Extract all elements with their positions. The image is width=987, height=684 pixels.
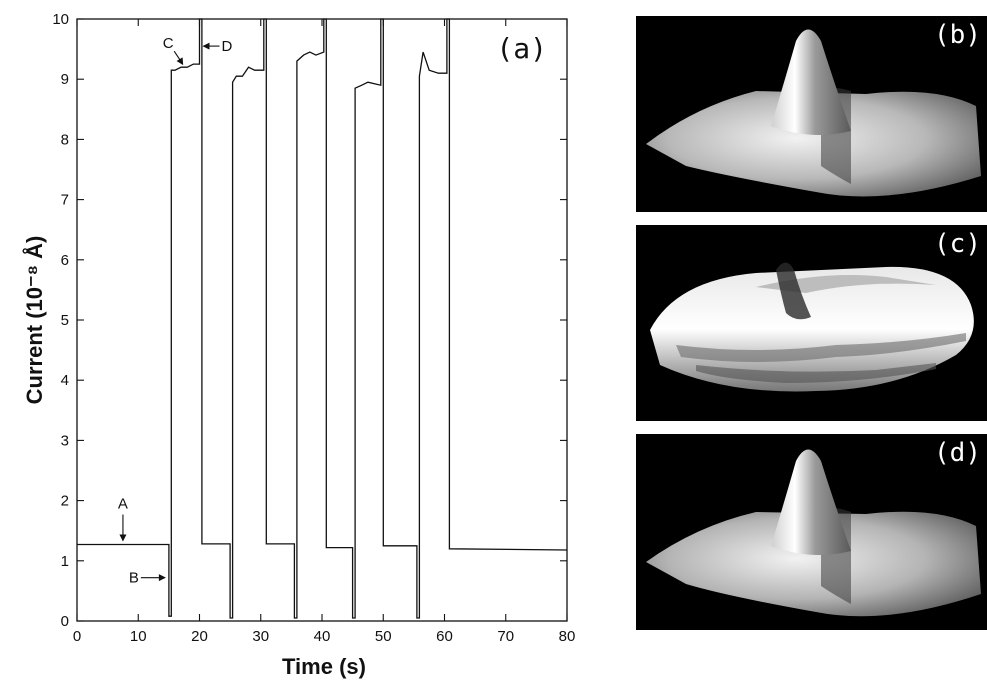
x-tick-label: 80 [559,628,576,645]
y-tick-label: 8 [61,131,69,148]
x-tick-label: 10 [130,628,147,645]
x-axis-title: Time (s) [282,654,366,679]
surface-image-b: (b) [636,16,987,212]
plot-frame [76,18,568,622]
peak-surface-graphic [646,449,981,617]
current-vs-time-chart: 0 10 20 30 40 50 60 70 80 0 1 2 3 4 5 6 7 8 9 10 A B C D (a) Ti… [21,11,575,679]
x-tick-label: 60 [436,628,453,645]
y-tick-label: 3 [61,432,69,449]
x-tick-label: 50 [375,628,392,645]
y-tick-label: 7 [61,192,69,209]
y-tick-label: 4 [61,372,69,389]
panel-c-label: (c) [934,229,981,259]
annotation-arrowhead-a [119,534,127,542]
panel-a-label: (a) [496,32,547,65]
y-tick-label: 6 [61,252,69,269]
plot-area: 0 10 20 30 40 50 60 70 80 0 1 2 3 4 5 6 7 8 9 10 A B C D [52,11,575,645]
peak-surface-graphic [646,29,981,197]
x-tick-label: 30 [252,628,269,645]
annotation-arrowhead-b [158,574,166,582]
current-trace-line [77,18,568,619]
y-tick-label: 10 [52,11,69,28]
annotation-arrowhead-c [176,57,184,66]
y-tick-label: 2 [61,493,69,510]
annotation-label-c: C [163,35,174,52]
surface-image-c: (c) [636,225,987,421]
annotation-label-a: A [118,496,128,513]
y-axis-title: Current (10⁻⁸ Å) [21,236,47,405]
panel-d-label: (d) [934,438,981,468]
x-tick-label: 40 [314,628,331,645]
y-tick-label: 0 [61,613,69,630]
y-tick-label: 5 [61,312,69,329]
annotation-label-d: D [222,38,233,55]
y-tick-label: 9 [61,71,69,88]
annotation-label-b: B [129,570,139,587]
x-tick-label: 70 [497,628,514,645]
panel-b-label: (b) [934,20,981,50]
x-tick-label: 20 [191,628,208,645]
annotation-arrowhead-d [202,42,210,50]
ridge-surface-graphic [650,262,974,392]
y-tick-label: 1 [61,553,69,570]
surface-image-d: (d) [636,434,987,630]
x-tick-label: 0 [73,628,81,645]
